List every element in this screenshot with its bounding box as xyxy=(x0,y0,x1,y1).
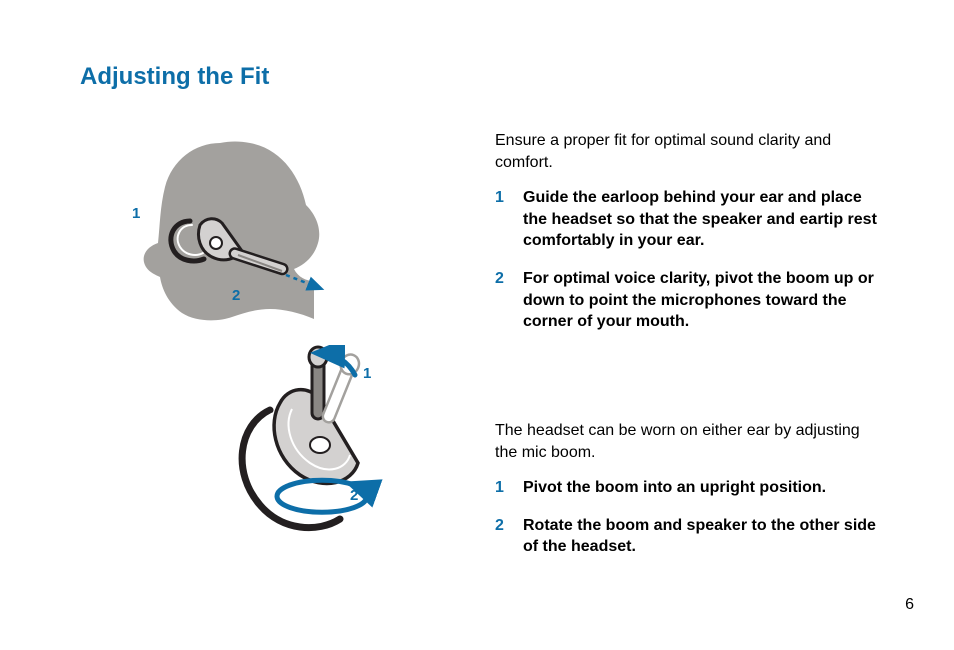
section2-intro: The headset can be worn on either ear by… xyxy=(495,420,885,463)
step-item: 2 For optimal voice clarity, pivot the b… xyxy=(495,268,885,333)
step-text: Pivot the boom into an upright position. xyxy=(523,479,826,496)
figure2-callout-1: 1 xyxy=(363,365,371,382)
section1-intro: Ensure a proper fit for optimal sound cl… xyxy=(495,130,885,173)
figure-headset-pivot: 1 2 xyxy=(220,345,420,565)
step-text: Rotate the boom and speaker to the other… xyxy=(523,517,876,556)
section-2: The headset can be worn on either ear by… xyxy=(495,420,885,574)
figure2-callout-2: 2 xyxy=(350,487,358,504)
section1-steps: 1 Guide the earloop behind your ear and … xyxy=(495,187,885,333)
step-number: 1 xyxy=(495,187,504,209)
figure1-callout-1: 1 xyxy=(132,205,140,222)
figure1-callout-2: 2 xyxy=(232,287,240,304)
page-number: 6 xyxy=(905,596,914,614)
section2-steps: 1 Pivot the boom into an upright positio… xyxy=(495,477,885,558)
step-item: 1 Guide the earloop behind your ear and … xyxy=(495,187,885,252)
step-item: 1 Pivot the boom into an upright positio… xyxy=(495,477,885,499)
step-item: 2 Rotate the boom and speaker to the oth… xyxy=(495,515,885,558)
manual-page: Adjusting the Fit 1 xyxy=(0,0,954,650)
step-text: For optimal voice clarity, pivot the boo… xyxy=(523,270,874,330)
step-number: 2 xyxy=(495,515,504,537)
step-text: Guide the earloop behind your ear and pl… xyxy=(523,189,877,249)
section-1: Ensure a proper fit for optimal sound cl… xyxy=(495,130,885,349)
step-number: 2 xyxy=(495,268,504,290)
step-number: 1 xyxy=(495,477,504,499)
page-title: Adjusting the Fit xyxy=(80,63,269,91)
figure-head-silhouette: 1 2 xyxy=(100,125,380,325)
